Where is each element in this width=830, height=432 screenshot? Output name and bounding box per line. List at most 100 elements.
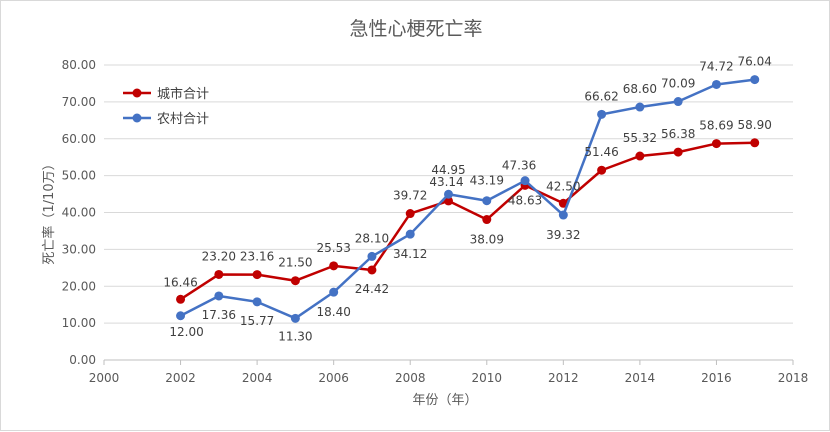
x-tick-label: 2014 — [625, 371, 656, 385]
data-point — [367, 251, 377, 261]
data-label: 16.46 — [163, 275, 197, 289]
data-point — [329, 261, 339, 271]
data-label: 58.90 — [738, 118, 772, 132]
y-tick-label: 40.00 — [62, 206, 96, 220]
x-tick-label: 2000 — [89, 371, 120, 385]
data-label: 12.00 — [169, 325, 203, 339]
data-label: 66.62 — [584, 89, 618, 103]
data-label: 23.16 — [240, 250, 274, 264]
data-label: 58.69 — [699, 119, 733, 133]
data-label: 18.40 — [316, 305, 350, 319]
data-point — [673, 97, 683, 107]
data-label: 17.36 — [202, 308, 236, 322]
data-label: 51.46 — [584, 145, 618, 159]
data-point — [329, 287, 339, 297]
data-point — [176, 311, 186, 321]
series-layer — [176, 75, 760, 323]
legend-entry-1: 城市合计 — [123, 86, 209, 102]
data-label: 34.12 — [393, 247, 427, 261]
data-point — [214, 269, 224, 279]
legend-label: 城市合计 — [157, 86, 209, 102]
data-point — [290, 313, 300, 323]
x-tick-label: 2018 — [778, 371, 809, 385]
y-tick-label: 70.00 — [62, 95, 96, 109]
x-axis-title: 年份（年） — [412, 393, 477, 408]
y-tick-label: 10.00 — [62, 316, 96, 330]
y-tick-label: 50.00 — [62, 169, 96, 183]
x-tick-label: 2016 — [701, 371, 732, 385]
data-label: 68.60 — [623, 82, 657, 96]
legend-swatch-marker — [132, 113, 142, 123]
data-label: 47.36 — [502, 158, 536, 172]
data-label: 43.19 — [470, 174, 504, 188]
data-point — [444, 189, 453, 199]
data-label: 39.72 — [393, 189, 427, 203]
y-tick-label: 0.00 — [69, 353, 96, 367]
y-tick-label: 60.00 — [62, 132, 96, 146]
data-point — [750, 75, 760, 85]
axes: 0.00 10.00 20.00 30.00 40.00 50.00 60.00 70.00 8… — [62, 58, 809, 385]
y-tick-label: 30.00 — [62, 242, 96, 256]
data-label: 25.53 — [316, 241, 350, 255]
data-point — [405, 209, 415, 219]
data-label: 23.20 — [202, 249, 236, 263]
y-tick-label: 20.00 — [62, 279, 96, 293]
data-label: 11.30 — [278, 329, 312, 343]
data-point — [482, 196, 492, 206]
data-label: 24.42 — [355, 282, 389, 296]
data-label: 43.14 — [429, 175, 463, 189]
series-line — [179, 78, 755, 320]
data-point — [711, 79, 721, 89]
data-label: 21.50 — [278, 256, 312, 270]
data-label: 56.38 — [661, 127, 695, 141]
x-tick-label: 2010 — [472, 371, 503, 385]
data-labels: 16.46 23.20 23.16 21.50 25.53 24.42 39.7243.14… — [163, 55, 772, 344]
data-point — [405, 229, 415, 239]
data-label: 76.04 — [738, 55, 772, 69]
x-tick-label: 2008 — [395, 371, 426, 385]
chart-title: 急性心梗死亡率 — [349, 18, 482, 40]
data-point — [597, 165, 607, 175]
data-point — [750, 138, 760, 148]
data-point — [673, 147, 683, 157]
data-label: 74.72 — [699, 59, 733, 73]
data-label: 38.09 — [470, 233, 504, 247]
data-point — [367, 265, 377, 275]
y-axis-title: 死亡率（1/10万） — [41, 157, 57, 264]
series-2 — [176, 75, 760, 323]
gridlines — [104, 64, 793, 361]
data-point — [520, 176, 530, 186]
data-point — [558, 198, 568, 208]
data-label: 70.09 — [661, 77, 695, 91]
data-label: 44.95 — [431, 163, 465, 177]
data-point — [635, 151, 645, 161]
legend-label: 农村合计 — [157, 112, 209, 127]
x-tick-label: 2002 — [165, 371, 196, 385]
data-label: 15.77 — [240, 314, 274, 328]
data-point — [290, 276, 300, 286]
data-label: 48.63 — [508, 194, 542, 208]
data-point — [252, 297, 262, 307]
legend-swatch-marker — [132, 88, 142, 98]
x-tick-label: 2012 — [548, 371, 579, 385]
data-label: 55.32 — [623, 131, 657, 145]
series-line — [179, 141, 755, 301]
data-point — [252, 270, 262, 280]
data-point — [176, 294, 186, 304]
data-point — [711, 139, 721, 149]
data-label: 42.50 — [546, 179, 580, 193]
data-point — [558, 210, 568, 220]
data-point — [597, 109, 607, 119]
data-point — [214, 291, 224, 301]
data-point — [482, 215, 492, 225]
y-tick-label: 80.00 — [62, 58, 96, 72]
data-point — [635, 102, 645, 112]
series-1 — [176, 138, 760, 304]
x-tick-label: 2004 — [242, 371, 273, 385]
data-label: 28.10 — [355, 231, 389, 245]
x-tick-label: 2006 — [318, 371, 349, 385]
data-point — [444, 196, 453, 206]
